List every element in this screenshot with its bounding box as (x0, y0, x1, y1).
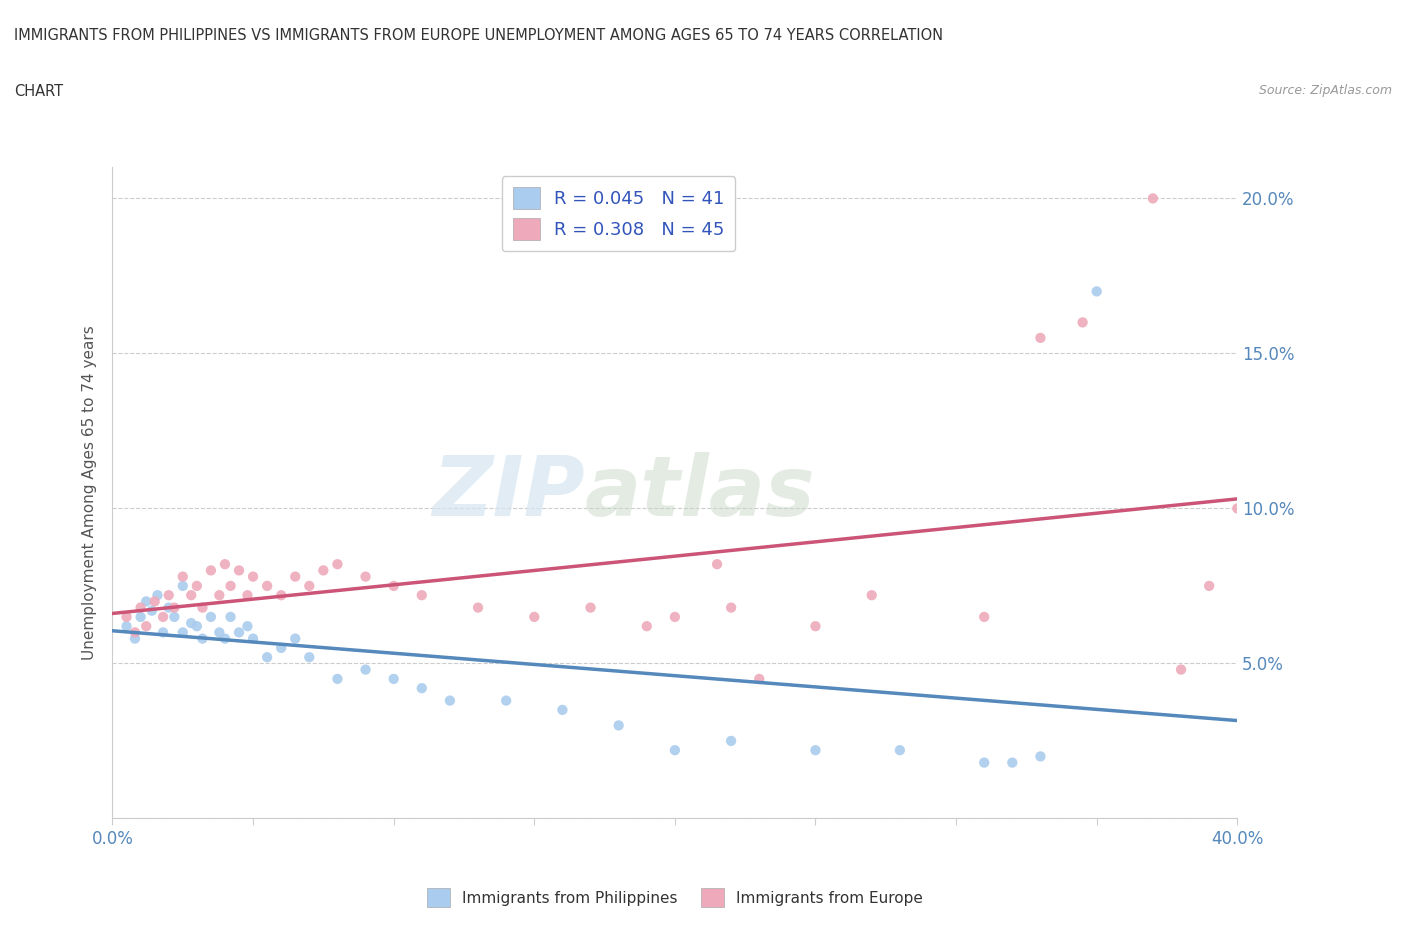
Point (200, 563, 222, 578)
Point (973, 609, 995, 624)
Point (382, 671, 405, 686)
Y-axis label: Unemployment Among Ages 65 to 74 years: Unemployment Among Ages 65 to 74 years (82, 326, 97, 660)
Point (242, 569, 264, 584)
Point (180, 616, 202, 631)
Point (411, 681, 433, 696)
Point (298, 578, 321, 593)
Point (354, 569, 377, 584)
Point (284, 631, 307, 646)
Point (200, 609, 222, 624)
Point (860, 588, 883, 603)
Text: ZIP: ZIP (432, 452, 585, 534)
Point (354, 662, 377, 677)
Point (495, 693, 517, 708)
Point (219, 609, 242, 624)
Point (664, 609, 686, 624)
Point (551, 702, 574, 717)
Point (1001, 755, 1024, 770)
Point (157, 600, 180, 615)
Point (219, 578, 242, 593)
Point (129, 600, 152, 615)
Point (706, 557, 728, 572)
Point (157, 588, 180, 603)
Point (270, 588, 292, 603)
Point (1142, 191, 1164, 206)
Point (180, 588, 202, 603)
Point (636, 618, 658, 633)
Text: Source: ZipAtlas.com: Source: ZipAtlas.com (1258, 84, 1392, 97)
Point (439, 693, 461, 708)
Point (163, 600, 186, 615)
Legend: R = 0.045   N = 41, R = 0.308   N = 45: R = 0.045 N = 41, R = 0.308 N = 45 (502, 177, 735, 251)
Point (172, 569, 194, 584)
Text: CHART: CHART (14, 84, 63, 99)
Text: IMMIGRANTS FROM PHILIPPINES VS IMMIGRANTS FROM EUROPE UNEMPLOYMENT AMONG AGES 65: IMMIGRANTS FROM PHILIPPINES VS IMMIGRANT… (14, 28, 943, 43)
Point (236, 618, 259, 633)
Text: atlas: atlas (585, 452, 815, 534)
Point (236, 588, 259, 603)
Point (146, 588, 169, 603)
Point (163, 609, 186, 624)
Point (191, 631, 214, 646)
Point (152, 625, 174, 640)
Point (214, 557, 236, 572)
Point (1029, 749, 1052, 764)
Point (607, 718, 630, 733)
Point (141, 604, 163, 618)
Point (256, 650, 278, 665)
Point (1029, 330, 1052, 345)
Point (115, 618, 138, 633)
Point (382, 578, 405, 593)
Point (152, 609, 174, 624)
Point (143, 594, 166, 609)
Point (1226, 501, 1249, 516)
Point (256, 578, 278, 593)
Point (1198, 578, 1220, 593)
Point (284, 569, 307, 584)
Point (208, 625, 231, 640)
Point (579, 600, 602, 615)
Point (115, 609, 138, 624)
Legend: Immigrants from Philippines, Immigrants from Europe: Immigrants from Philippines, Immigrants … (420, 883, 929, 913)
Point (129, 609, 152, 624)
Point (214, 631, 236, 646)
Point (720, 600, 742, 615)
Point (186, 578, 208, 593)
Point (411, 588, 433, 603)
Point (720, 734, 742, 749)
Point (172, 625, 194, 640)
Point (135, 618, 157, 633)
Point (124, 625, 146, 640)
Point (748, 671, 770, 686)
Point (191, 600, 214, 615)
Point (1085, 284, 1108, 299)
Point (889, 743, 911, 758)
Point (208, 588, 231, 603)
Point (298, 650, 321, 665)
Point (804, 618, 827, 633)
Point (172, 578, 194, 593)
Point (664, 743, 686, 758)
Point (467, 600, 489, 615)
Point (973, 755, 995, 770)
Point (135, 594, 157, 609)
Point (312, 563, 335, 578)
Point (1170, 662, 1192, 677)
Point (1071, 315, 1094, 330)
Point (124, 631, 146, 646)
Point (326, 557, 349, 572)
Point (228, 563, 250, 578)
Point (228, 625, 250, 640)
Point (186, 618, 208, 633)
Point (242, 631, 264, 646)
Point (326, 671, 349, 686)
Point (804, 743, 827, 758)
Point (270, 641, 292, 656)
Point (523, 609, 546, 624)
